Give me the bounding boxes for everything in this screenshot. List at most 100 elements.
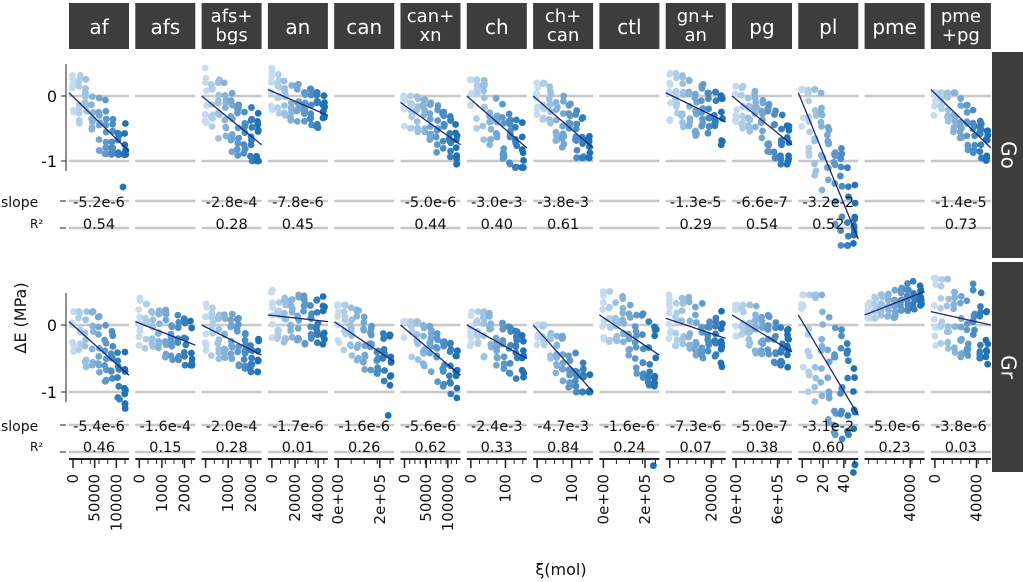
data-point [843, 340, 851, 347]
data-point [234, 139, 242, 147]
data-point [215, 349, 223, 356]
data-point [479, 314, 487, 321]
data-point [638, 311, 646, 319]
y-tick-label-Gr-1: -1 [41, 383, 57, 402]
panel-Go-10: -6.6e-7 0.54 [731, 82, 793, 233]
data-point [958, 350, 966, 357]
data-point [698, 300, 706, 307]
data-point [850, 425, 858, 433]
panel-Go-13: -1.4e-5 0.73 [930, 89, 992, 233]
data-point [804, 330, 812, 338]
data-point [220, 353, 228, 361]
x-axis-label: ξ(mol) [535, 560, 586, 579]
data-point [945, 328, 953, 335]
data-point [771, 359, 779, 367]
data-point [533, 79, 541, 87]
data-point [804, 388, 812, 396]
scatter-panels: -5.2e-6 0.54 -2.8e-4 0.28 -7.8e-6 0.45 -5.0e-6… [68, 64, 992, 476]
data-point [452, 144, 460, 152]
data-point [619, 295, 627, 303]
data-point [518, 119, 526, 126]
data-point [897, 287, 905, 294]
data-point [673, 336, 681, 344]
data-point [493, 131, 501, 138]
data-point [347, 324, 355, 332]
data-point [121, 390, 129, 398]
panel-Gr-11: -3.1e-2 0.60 [797, 291, 859, 476]
data-point [181, 318, 189, 326]
data-point [699, 354, 707, 362]
data-point [824, 346, 832, 354]
data-point [188, 324, 196, 332]
data-point [964, 352, 972, 359]
data-point [420, 102, 427, 110]
data-point [818, 186, 826, 194]
x-tick-label-2-2: 2000 [242, 474, 260, 512]
data-point [426, 349, 434, 357]
x-axis-1: 0 1000 2000 [130, 458, 196, 512]
data-point [578, 115, 586, 122]
data-point [407, 92, 415, 100]
strip-label-5-1: xn [419, 25, 441, 46]
data-point [684, 122, 692, 130]
data-point [573, 368, 581, 376]
data-point [539, 115, 547, 122]
data-point [384, 412, 392, 419]
data-point [274, 333, 282, 341]
data-point [75, 82, 83, 90]
data-point [837, 390, 844, 397]
data-point [88, 116, 96, 123]
strip-box-7 [533, 3, 594, 49]
data-point [751, 110, 759, 117]
data-point [387, 372, 395, 379]
data-point [70, 342, 77, 349]
data-point [408, 353, 416, 361]
slope-value: -5.4e-6 [73, 419, 125, 435]
data-point [645, 373, 652, 381]
data-point [280, 77, 288, 85]
fit-line [400, 101, 461, 146]
data-point [367, 366, 375, 374]
r2-label-Go: R² [30, 217, 43, 231]
data-point [335, 308, 342, 316]
data-point [414, 318, 422, 326]
data-point [984, 131, 992, 139]
x-tick-label-9-0: 0 [661, 474, 679, 484]
x-tick-label-10-0: 0e+00 [727, 474, 745, 524]
data-point [851, 181, 859, 189]
data-point [95, 136, 103, 144]
data-point [301, 106, 309, 114]
data-point [626, 345, 634, 353]
data-point [984, 340, 992, 348]
data-point [692, 340, 700, 348]
data-point [214, 79, 222, 87]
data-point [446, 137, 454, 145]
data-point [175, 319, 183, 326]
data-point [824, 176, 832, 184]
data-point [752, 302, 760, 310]
data-point [732, 306, 740, 313]
x-axis-3: 0 20000 40000 [263, 458, 328, 522]
data-point [685, 333, 692, 341]
data-point [817, 378, 825, 386]
slope-value: -1.3e-5 [670, 195, 722, 211]
data-point [320, 92, 328, 100]
data-point [579, 365, 587, 373]
data-point [511, 327, 519, 335]
data-point [108, 354, 116, 362]
strip-box-5 [400, 3, 461, 49]
data-point [751, 104, 759, 112]
data-point [275, 299, 283, 307]
data-point [241, 330, 249, 338]
data-point [255, 157, 262, 165]
data-point [268, 64, 276, 72]
data-point [474, 84, 481, 92]
data-point [958, 134, 965, 142]
data-point [274, 82, 282, 90]
data-point [89, 358, 97, 366]
data-point [380, 377, 388, 385]
data-point [135, 306, 143, 314]
data-point [301, 117, 308, 125]
y-tick-label-Go-1: -1 [41, 152, 57, 171]
panel-Gr-5: -5.6e-6 0.62 [400, 318, 461, 456]
